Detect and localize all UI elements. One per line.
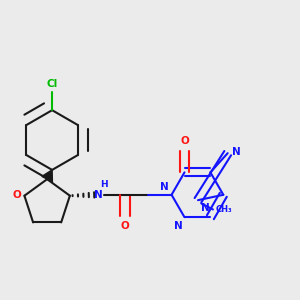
Polygon shape xyxy=(42,170,52,182)
Text: N: N xyxy=(94,190,103,200)
Text: N: N xyxy=(160,182,169,192)
Text: Cl: Cl xyxy=(46,79,58,88)
Text: O: O xyxy=(121,221,130,231)
Text: H: H xyxy=(100,180,108,189)
Text: N: N xyxy=(232,147,240,157)
Text: N: N xyxy=(201,203,210,213)
Text: O: O xyxy=(180,136,189,146)
Text: CH₃: CH₃ xyxy=(216,205,232,214)
Text: N: N xyxy=(174,221,183,231)
Text: O: O xyxy=(13,190,22,200)
